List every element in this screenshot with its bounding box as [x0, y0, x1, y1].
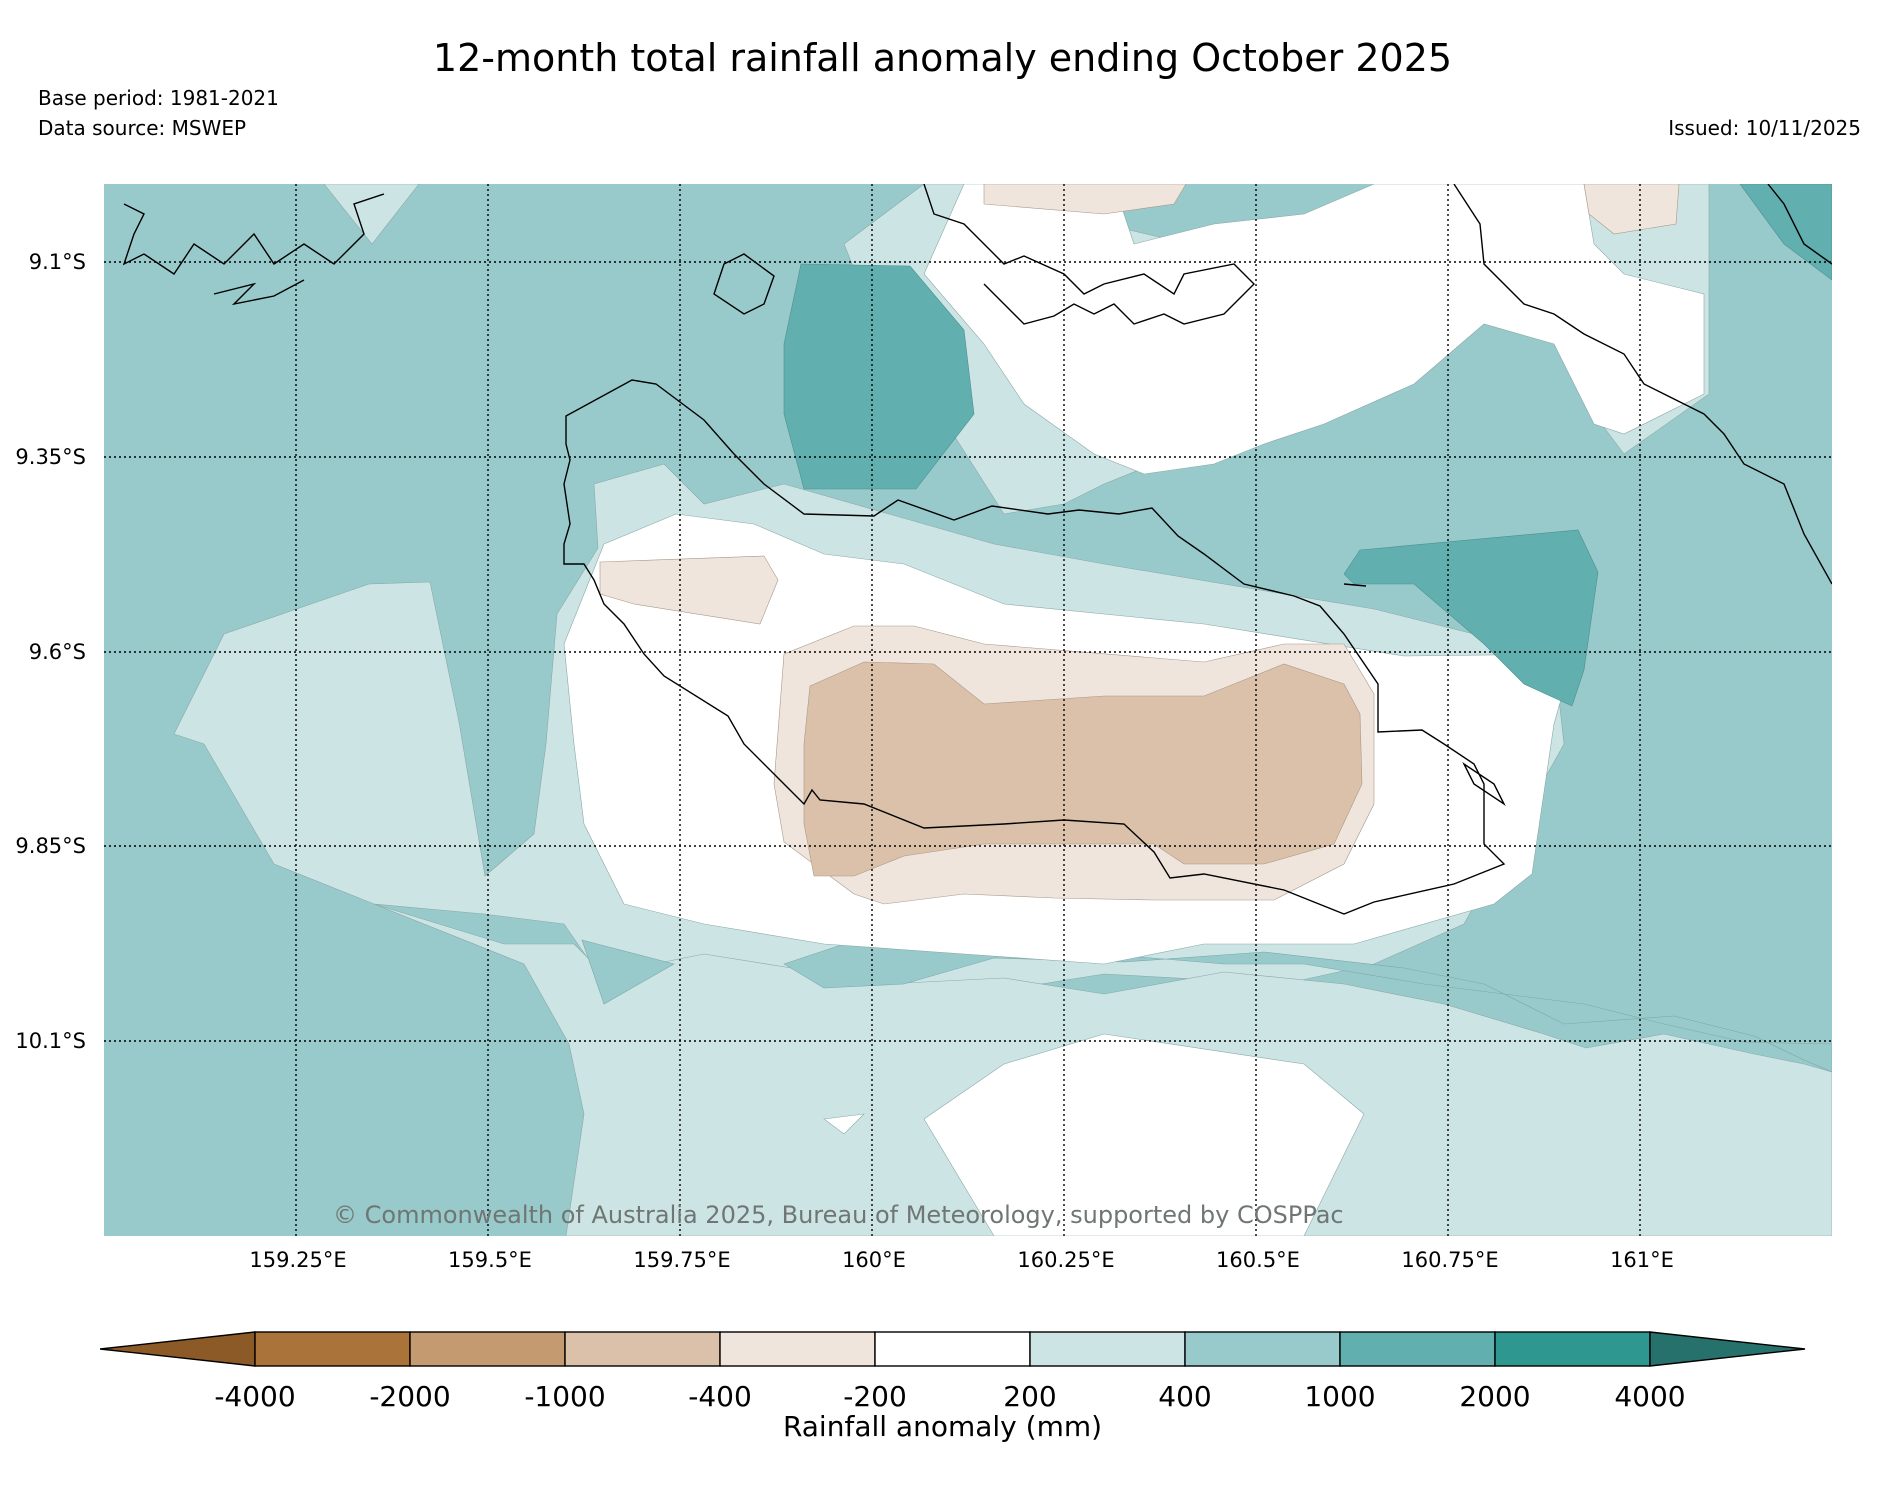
rainfall-anomaly-map: [104, 184, 1832, 1236]
colorbar-bin: [1029, 1331, 1186, 1367]
colorbar-extend-high: [1649, 1331, 1806, 1367]
region-neutral-south-small: [823, 1113, 865, 1135]
colorbar: [100, 1331, 1806, 1367]
issued-date: Issued: 10/11/2025: [1668, 116, 1861, 140]
colorbar-bin: [1494, 1331, 1651, 1367]
region-wet-light-nw: [323, 184, 420, 245]
lat-label-9-85: 9.85°S: [15, 834, 86, 858]
colorbar-tick: 4000: [1614, 1380, 1686, 1413]
lat-label-9-35: 9.35°S: [15, 445, 86, 469]
copyright-notice: © Commonwealth of Australia 2025, Bureau…: [333, 1201, 1344, 1229]
region-neutral-south: [923, 1033, 1365, 1236]
lon-label-160-5: 160.5°E: [1216, 1248, 1300, 1272]
lon-label-160-25: 160.25°E: [1017, 1248, 1115, 1272]
colorbar-bin: [1184, 1331, 1341, 1367]
colorbar-tick: 1000: [1304, 1380, 1376, 1413]
data-source-note: Data source: MSWEP: [38, 116, 247, 140]
lat-label-9-6: 9.6°S: [28, 640, 86, 664]
lon-label-159-5: 159.5°E: [448, 1248, 532, 1272]
colorbar-tick: 400: [1158, 1380, 1212, 1413]
lon-label-159-25: 159.25°E: [249, 1248, 347, 1272]
lon-label-160-75: 160.75°E: [1401, 1248, 1499, 1272]
colorbar-bin: [564, 1331, 721, 1367]
colorbar-tick: 2000: [1459, 1380, 1531, 1413]
colorbar-bin: [719, 1331, 876, 1367]
colorbar-tick: 200: [1003, 1380, 1057, 1413]
colorbar-tick: -400: [688, 1380, 752, 1413]
lon-label-161: 161°E: [1610, 1248, 1674, 1272]
region-neutral-north: [923, 184, 1705, 475]
lon-label-159-75: 159.75°E: [633, 1248, 731, 1272]
region-wet-mid-small: [581, 939, 675, 1005]
lat-label-10-1: 10.1°S: [15, 1029, 86, 1053]
region-dry-light-north2: [983, 184, 1187, 215]
colorbar-tick: -200: [843, 1380, 907, 1413]
coastline: [122, 184, 1832, 915]
region-wet-high-north: [783, 263, 975, 490]
colorbar-tick: -1000: [524, 1380, 606, 1413]
colorbar-bin: [874, 1331, 1031, 1367]
chart-title: 12-month total rainfall anomaly ending O…: [432, 36, 1453, 80]
colorbar-label: Rainfall anomaly (mm): [782, 1410, 1103, 1443]
colorbar-bin: [254, 1331, 411, 1367]
region-dry-strong-central: [803, 661, 1363, 877]
lon-label-160: 160°E: [842, 1248, 906, 1272]
colorbar-tick: -2000: [369, 1380, 451, 1413]
graticule: [104, 184, 1832, 1236]
region-wet-high-east: [1343, 529, 1599, 707]
colorbar-tick: -4000: [214, 1380, 296, 1413]
lat-label-9-1: 9.1°S: [28, 250, 86, 274]
base-period-note: Base period: 1981-2021: [38, 86, 279, 110]
colorbar-extend-low: [100, 1331, 256, 1367]
colorbar-bin: [409, 1331, 566, 1367]
region-wet-high-ne: [1739, 184, 1832, 281]
colorbar-bin: [1339, 1331, 1496, 1367]
region-dry-light-north: [1583, 184, 1680, 235]
